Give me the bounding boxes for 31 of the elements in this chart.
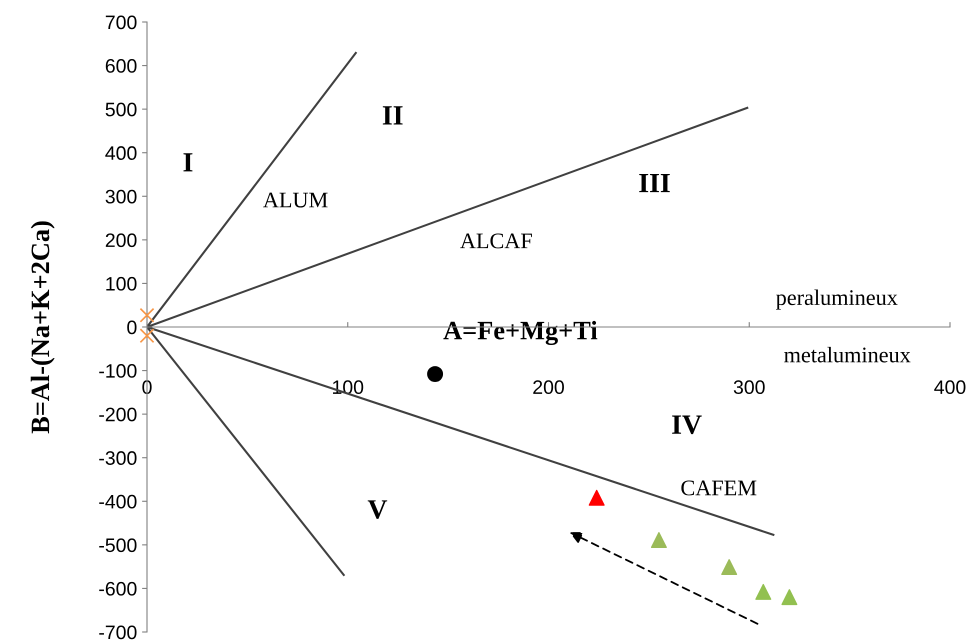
y-tick-label: -300 xyxy=(99,451,137,465)
y-tick-label: -400 xyxy=(99,494,137,509)
y-tick-label: -200 xyxy=(99,408,137,422)
y-tick-label: 0 xyxy=(127,320,137,334)
x-tick-label: 200 xyxy=(533,380,564,394)
y-tick-label: 700 xyxy=(106,15,137,30)
y-tick-label: -700 xyxy=(99,625,137,640)
annotation: I xyxy=(183,153,192,172)
y-tick-label: 600 xyxy=(106,59,137,73)
annotation: III xyxy=(639,174,670,192)
x-tick-label: 0 xyxy=(142,380,152,394)
annotation: ALUM xyxy=(263,192,328,208)
y-tick-label: -100 xyxy=(99,364,137,378)
y-tick-label: 300 xyxy=(106,190,137,204)
y-tick-label: 100 xyxy=(106,276,137,291)
annotation: peralumineux xyxy=(776,289,898,310)
annotation: metalumineux xyxy=(784,346,911,362)
annotation: IV xyxy=(672,416,702,434)
y-axis-title: B=Al-(Na+K+2Ca) xyxy=(30,221,55,434)
annotation: V xyxy=(368,500,388,519)
x-tick-label: 400 xyxy=(934,380,966,394)
annotation: ALCAF xyxy=(460,233,532,248)
y-tick-label: -500 xyxy=(99,538,137,552)
annotation: CAFEM xyxy=(681,480,756,496)
y-tick-label: 200 xyxy=(106,233,137,248)
annotation: II xyxy=(382,106,403,124)
x-tick-label: 300 xyxy=(734,380,765,394)
y-tick-label: 500 xyxy=(106,102,137,116)
y-tick-label: -600 xyxy=(99,582,137,596)
x-axis-title: A=Fe+Mg+Ti xyxy=(443,320,598,346)
y-tick-label: 400 xyxy=(105,146,137,160)
